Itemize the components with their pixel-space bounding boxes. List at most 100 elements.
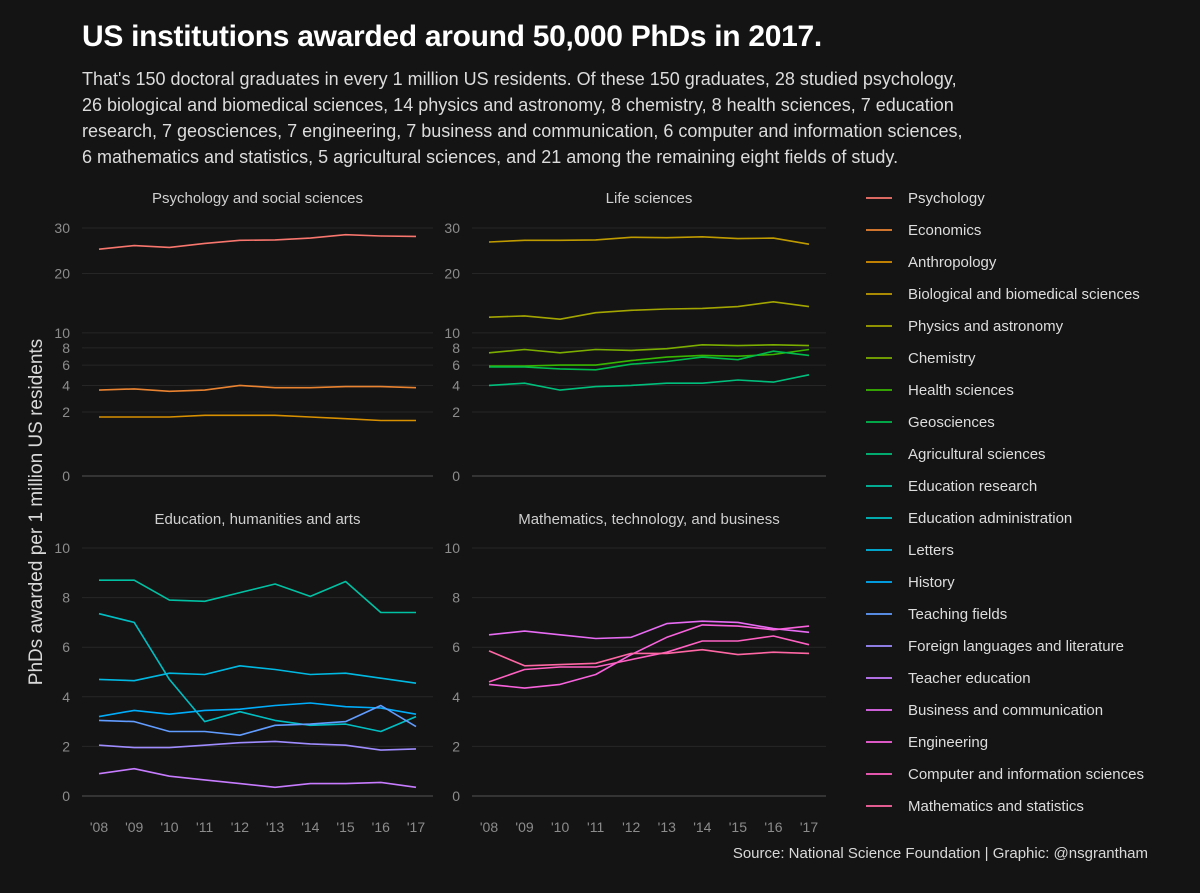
series-line <box>488 374 810 391</box>
y-tick-label: 2 <box>62 404 70 420</box>
legend-label: Psychology <box>908 190 985 207</box>
legend-label: Health sciences <box>908 382 1014 399</box>
y-tick-label: 10 <box>54 540 70 556</box>
series-line <box>488 343 810 354</box>
y-tick-label: 4 <box>452 689 460 705</box>
x-tick-label: '08 <box>480 819 498 835</box>
y-tick-label: 8 <box>452 340 460 356</box>
legend-label: Engineering <box>908 734 988 751</box>
legend-label: History <box>908 574 955 591</box>
y-tick-label: 2 <box>452 738 460 754</box>
legend-label: Foreign languages and literature <box>908 638 1124 655</box>
y-tick-label: 20 <box>444 266 460 282</box>
legend-label: Computer and information sciences <box>908 766 1144 783</box>
legend-label: Education research <box>908 478 1037 495</box>
y-tick-label: 0 <box>452 468 460 484</box>
x-tick-label: '14 <box>693 819 711 835</box>
y-tick-label: 8 <box>452 590 460 606</box>
series-line <box>488 648 810 667</box>
series-line <box>98 740 417 751</box>
y-tick-label: 10 <box>444 325 460 341</box>
panel-title: Psychology and social sciences <box>152 190 363 207</box>
chart-title: US institutions awarded around 50,000 Ph… <box>82 20 822 53</box>
x-tick-label: '12 <box>622 819 640 835</box>
y-tick-label: 30 <box>54 220 70 236</box>
series-line <box>98 664 417 684</box>
legend-label: Physics and astronomy <box>908 318 1064 335</box>
y-tick-label: 4 <box>452 377 460 393</box>
y-tick-label: 4 <box>62 689 70 705</box>
series-line <box>488 620 810 640</box>
panel-title: Mathematics, technology, and business <box>518 511 780 528</box>
chart-subtitle: That's 150 doctoral graduates in every 1… <box>82 66 1082 170</box>
x-tick-label: '17 <box>800 819 818 835</box>
x-tick-label: '10 <box>160 819 178 835</box>
subtitle-line: 26 biological and biomedical sciences, 1… <box>82 95 954 115</box>
y-tick-label: 8 <box>62 590 70 606</box>
legend-label: Business and communication <box>908 702 1103 719</box>
x-tick-label: '17 <box>407 819 425 835</box>
legend-label: Geosciences <box>908 414 995 431</box>
legend-label: Teaching fields <box>908 606 1007 623</box>
y-tick-label: 0 <box>62 788 70 804</box>
series-line <box>489 350 810 371</box>
y-tick-label: 6 <box>62 357 70 373</box>
x-tick-label: '13 <box>658 819 676 835</box>
series-line <box>98 704 417 737</box>
y-tick-label: 10 <box>54 325 70 341</box>
series-line <box>98 612 417 733</box>
y-tick-label: 4 <box>62 377 70 393</box>
y-tick-label: 0 <box>62 468 70 484</box>
x-tick-label: '13 <box>266 819 284 835</box>
x-tick-label: '09 <box>515 819 533 835</box>
series-line <box>98 702 417 718</box>
legend-label: Education administration <box>908 510 1072 527</box>
panel-title: Education, humanities and arts <box>155 511 361 528</box>
series-line <box>488 300 810 321</box>
y-axis-label: PhDs awarded per 1 million US residents <box>26 339 47 685</box>
legend-label: Teacher education <box>908 670 1031 687</box>
x-tick-label: '16 <box>372 819 390 835</box>
x-tick-label: '15 <box>729 819 747 835</box>
legend-label: Mathematics and statistics <box>908 798 1084 815</box>
legend-label: Economics <box>908 222 981 239</box>
legend-label: Biological and biomedical sciences <box>908 286 1140 303</box>
subtitle-line: That's 150 doctoral graduates in every 1… <box>82 69 957 89</box>
y-tick-label: 6 <box>62 639 70 655</box>
series-line <box>98 233 417 250</box>
subtitle-line: 6 mathematics and statistics, 5 agricult… <box>82 147 899 167</box>
series-line <box>488 635 810 683</box>
y-tick-label: 8 <box>62 340 70 356</box>
source-caption: Source: National Science Foundation | Gr… <box>732 845 1148 862</box>
series-line <box>488 236 810 245</box>
legend-label: Letters <box>908 542 954 559</box>
x-tick-label: '11 <box>196 819 213 835</box>
x-tick-label: '12 <box>231 819 249 835</box>
y-tick-label: 30 <box>444 220 460 236</box>
panel-title: Life sciences <box>606 190 693 207</box>
y-tick-label: 20 <box>54 266 70 282</box>
series-line <box>98 767 417 789</box>
series-line <box>488 624 810 689</box>
x-tick-label: '15 <box>336 819 354 835</box>
x-tick-label: '16 <box>764 819 782 835</box>
legend-label: Anthropology <box>908 254 997 271</box>
y-tick-label: 2 <box>452 404 460 420</box>
legend-label: Agricultural sciences <box>908 446 1046 463</box>
x-tick-label: '11 <box>587 819 604 835</box>
subtitle-line: research, 7 geosciences, 7 engineering, … <box>82 121 963 141</box>
y-tick-label: 0 <box>452 788 460 804</box>
x-tick-label: '10 <box>551 819 569 835</box>
legend-label: Chemistry <box>908 350 976 367</box>
series-line <box>99 414 416 422</box>
series-line <box>98 384 417 393</box>
y-tick-label: 6 <box>452 357 460 373</box>
series-line <box>99 579 416 614</box>
x-tick-label: '09 <box>125 819 143 835</box>
x-tick-label: '14 <box>301 819 319 835</box>
x-tick-label: '08 <box>90 819 108 835</box>
y-tick-label: 10 <box>444 540 460 556</box>
y-tick-label: 6 <box>452 639 460 655</box>
y-tick-label: 2 <box>62 738 70 754</box>
